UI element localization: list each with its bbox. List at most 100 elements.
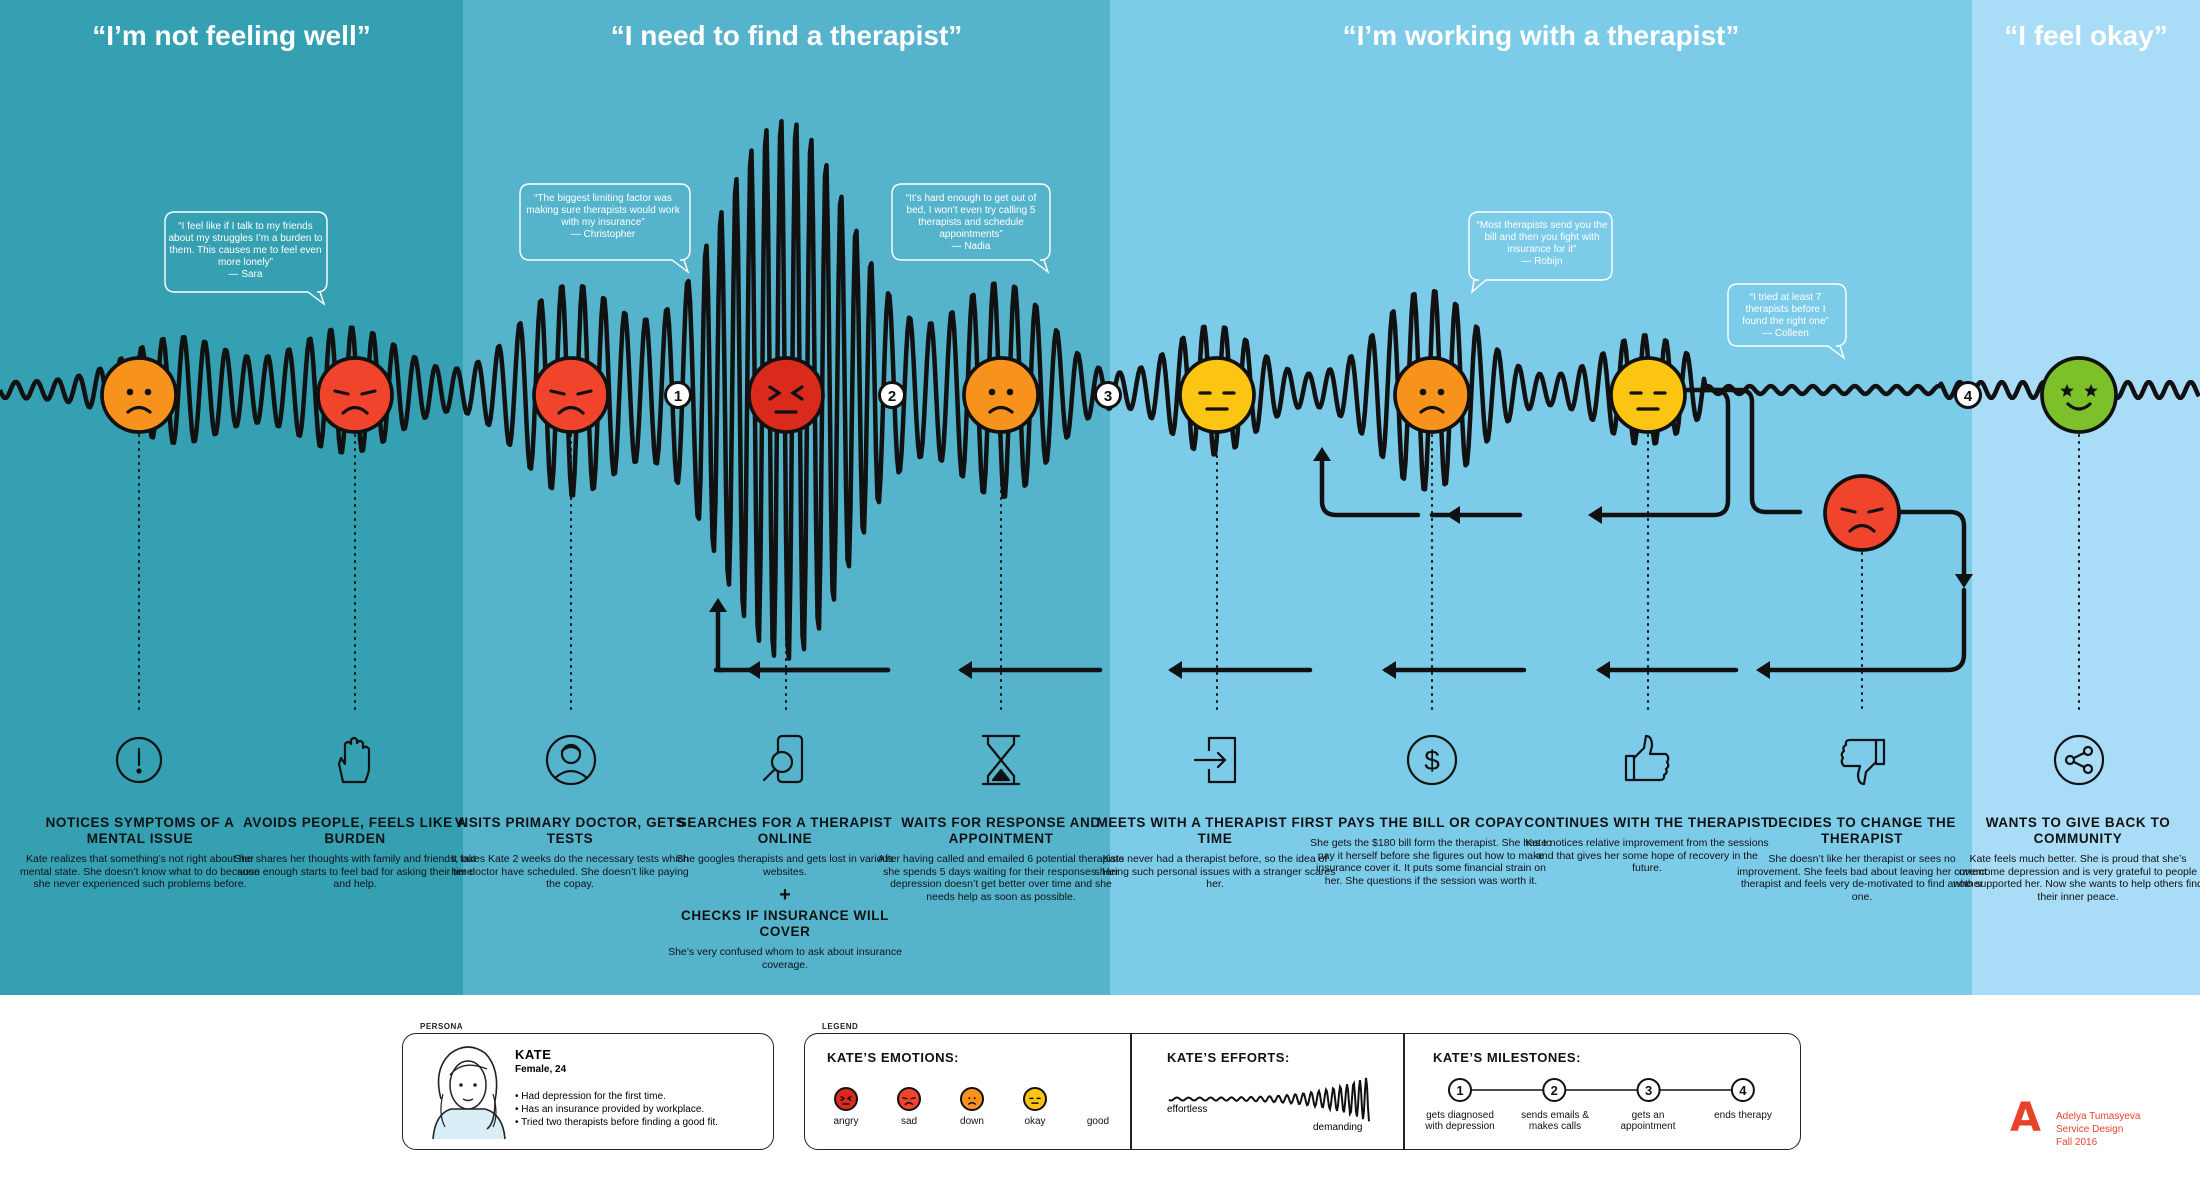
plus-sign: +	[779, 884, 791, 906]
milestone-marker	[878, 381, 906, 409]
legend-emotion-label: okay	[1024, 1116, 1046, 1127]
speech-bubble	[519, 183, 691, 274]
stage-title: Meets with a therapist first time	[1096, 815, 1334, 846]
dollar-icon: $	[1406, 734, 1458, 786]
stage-label: Pays the bill or copay She gets the $180…	[1306, 815, 1556, 887]
quote-nadia: “It’s hard enough to get out of bed, I w…	[896, 193, 1046, 253]
phase-band-feel-okay: “I feel okay”	[1972, 0, 2200, 995]
legend-divider	[1403, 1034, 1405, 1149]
emotion-face-sad	[316, 356, 394, 434]
milestone-markers: 1 2 3 4	[664, 381, 1982, 409]
stage-title: Waits for response and appointment	[901, 815, 1101, 846]
legend-face-sad	[897, 1087, 921, 1111]
emotion-face-sad	[1823, 474, 1901, 552]
stage-title: Notices symptoms of a mental issue	[45, 815, 235, 846]
emotion-face-okay	[1178, 356, 1256, 434]
legend-milestone-label: gets an appointment	[1620, 1110, 1676, 1132]
legend-milestones-title: KATE’S MILESTONES:	[1433, 1050, 1581, 1065]
quote-sara: “I feel like if I talk to my friends abo…	[168, 221, 323, 281]
milestone-number: 2	[888, 388, 896, 405]
stage-label: Meets with a therapist first time Kate n…	[1090, 815, 1340, 891]
emotion-face-angry	[747, 356, 825, 434]
stage-title: Visits primary doctor, gets tests	[454, 815, 686, 846]
legend-emotions-title: KATE’S EMOTIONS:	[827, 1050, 959, 1065]
legend-emotion-label: sad	[900, 1116, 918, 1127]
arrow-head	[1313, 447, 1331, 461]
milestone-number: 1	[674, 388, 682, 405]
quote-text: “The biggest limiting factor was making …	[526, 193, 680, 228]
share-icon	[2053, 734, 2105, 786]
stage-description: It takes Kate 2 weeks do the necessary t…	[451, 853, 689, 890]
author-term: Fall 2016	[2056, 1137, 2098, 1148]
persona-bullet: • Has an insurance provided by workplace…	[515, 1104, 705, 1115]
phase-title: “I feel okay”	[2004, 20, 2168, 51]
arrow-head	[1955, 574, 1973, 588]
arrow-segment	[1319, 457, 1421, 518]
persona-section-label: PERSONA	[420, 1022, 464, 1031]
phone-search-icon	[762, 734, 804, 784]
legend-face-angry	[834, 1087, 858, 1111]
thumbs-up-icon	[1624, 734, 1670, 782]
stage-connectors	[138, 434, 2080, 713]
stage-description: She googles therapists and gets lost in …	[676, 853, 894, 878]
emotion-face-good	[2040, 356, 2118, 434]
legend-divider	[1130, 1034, 1132, 1149]
stage-title: Searches for a therapist online	[677, 815, 893, 846]
legend-milestone-number: 2	[1551, 1083, 1558, 1098]
milestone-marker	[1094, 381, 1122, 409]
legend-efforts-title: KATE’S EFFORTS:	[1167, 1050, 1290, 1065]
arrow-segment	[1877, 509, 1967, 578]
quote-text: “It’s hard enough to get out of bed, I w…	[905, 193, 1037, 240]
quote-bubbles	[164, 183, 1847, 360]
quote-author: — Colleen	[1762, 328, 1809, 339]
stage-title: Continues with the therapist	[1524, 815, 1770, 830]
stage-title: Decides to change the therapist	[1768, 815, 1956, 846]
stage-title: Wants to give back to community	[1985, 815, 2171, 846]
persona-avatar	[432, 1046, 506, 1140]
hourglass-icon	[981, 734, 1021, 786]
emotion-face-sad	[532, 356, 610, 434]
stage-label: Visits primary doctor, gets tests It tak…	[445, 815, 695, 891]
legend-milestone-label: sends emails & makes calls	[1521, 1110, 1589, 1132]
legend-effort-low: effortless	[1167, 1104, 1208, 1115]
stage-label: Searches for a therapist online She goog…	[660, 815, 910, 971]
stage-title: Avoids people, feels like a burden	[243, 815, 467, 846]
arrow-head	[709, 598, 727, 612]
legend-section-label: LEGEND	[822, 1022, 859, 1031]
quote-author: — Christopher	[570, 229, 636, 240]
quote-christopher: “The biggest limiting factor was making …	[523, 193, 683, 241]
speech-bubble	[891, 183, 1051, 274]
speech-bubble	[164, 211, 328, 306]
legend-milestone-marker	[1636, 1078, 1661, 1102]
enter-door-icon	[1193, 736, 1237, 784]
author-logo: A	[2010, 1095, 2041, 1141]
hand-stop-icon	[337, 736, 371, 784]
legend-milestone-markers: 1 2 3 4	[1448, 1078, 1755, 1102]
persona-bullet: • Tried two therapists before finding a …	[515, 1117, 719, 1128]
speech-bubble	[1727, 283, 1847, 360]
arrow-head	[1756, 661, 1770, 679]
legend-milestone-number: 1	[1456, 1083, 1463, 1098]
quote-text: “Most therapists send you the bill and t…	[1476, 220, 1608, 255]
persona-card: KATE Female, 24 • Had depression for the…	[402, 1033, 774, 1150]
stage-label: Waits for response and appointment After…	[876, 815, 1126, 903]
arrow-segment	[715, 607, 891, 673]
legend-emotion-faces	[834, 1087, 1047, 1111]
author-course: Service Design	[2056, 1124, 2124, 1135]
legend-face-down	[960, 1087, 984, 1111]
legend-milestone-label: gets diagnosed with depression	[1425, 1110, 1495, 1132]
speech-bubble	[1468, 211, 1613, 294]
stage-description: Kate realizes that something’s not right…	[20, 853, 260, 890]
emotion-faces	[100, 356, 2118, 552]
arrow-head	[1588, 506, 1602, 524]
journey-diagram: 1 2 3 4 $	[0, 119, 2200, 786]
thumbs-down-icon	[1840, 738, 1886, 786]
legend-milestone-number: 3	[1645, 1083, 1652, 1098]
arrow-segment	[1597, 387, 1731, 518]
loop-arrows	[709, 387, 1973, 679]
milestone-marker	[1954, 381, 1982, 409]
emotion-face-down	[100, 356, 178, 434]
stage-label: Avoids people, feels like a burden She s…	[230, 815, 480, 891]
legend-emotion-label: down	[960, 1116, 984, 1127]
arrow-head	[1382, 661, 1396, 679]
